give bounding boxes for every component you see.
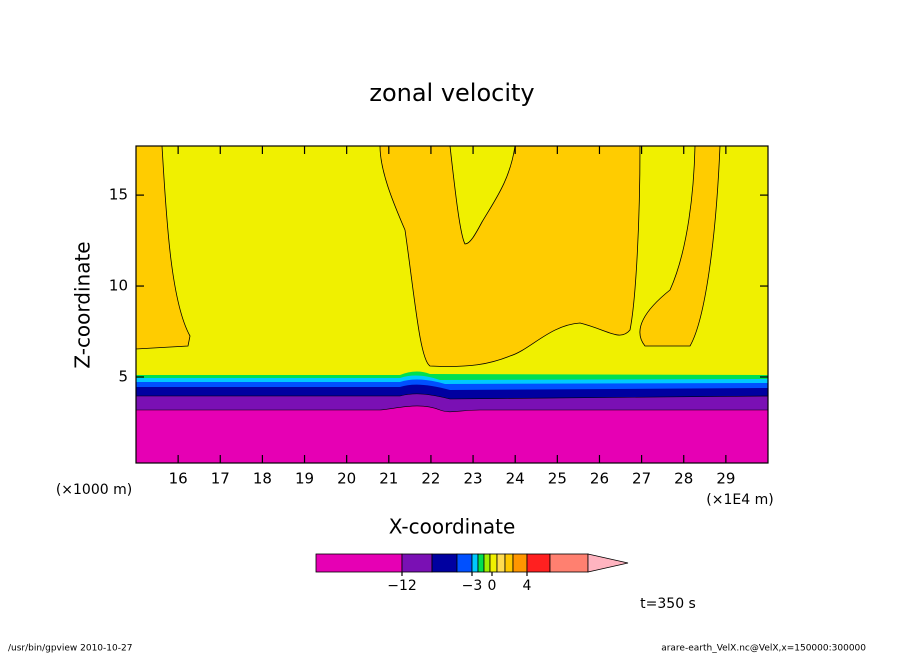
x-tick-label: 17 [211,470,230,488]
x-unit: (×1000 m) [56,482,132,498]
chart-title: zonal velocity [369,79,534,107]
colorbar-segment [496,553,506,573]
colorbar-segment [512,553,528,573]
x-tick-label: 21 [379,470,398,488]
y-tick-label: 10 [109,277,128,295]
y-tick-label: 5 [118,367,128,385]
colorbar-segment [489,553,498,573]
x-tick-label: 24 [506,470,525,488]
y-tick-label: 15 [109,186,128,204]
x-axis-label: X-coordinate [389,515,516,539]
x-tick-label: 18 [253,470,272,488]
colorbar-tick-label: −3 [462,578,483,594]
contour-field [135,145,769,464]
y-axis-label: Z-coordinate [71,241,95,368]
x-tick-label: 27 [632,470,651,488]
x-tick-label: 19 [295,470,314,488]
colorbar-segment [504,553,514,573]
x-unit: (×1E4 m) [706,492,773,508]
colorbar-tick-label: −12 [387,578,417,594]
footer: /usr/bin/gpview 2010-10-27 [8,644,132,654]
colorbar-segment [526,553,551,573]
x-tick-label: 22 [421,470,440,488]
colorbar-extension [587,553,629,573]
colorbar-segment [315,553,403,573]
x-tick-label: 26 [590,470,609,488]
colorbar-tick-label: 0 [488,578,497,594]
time-label: t=350 s [640,596,696,612]
region [135,405,769,464]
region [379,145,641,367]
colorbar-segment [477,553,485,573]
x-tick-label: 20 [337,470,356,488]
x-tick-label: 28 [674,470,693,488]
region [135,145,191,350]
x-tick-label: 16 [169,470,188,488]
x-tick-label: 23 [464,470,483,488]
region [449,145,516,245]
footer: arare-earth_VelX.nc@VelX,x=150000:300000 [661,644,866,654]
plot-frame [135,145,769,464]
x-tick-label: 25 [548,470,567,488]
colorbar-segment [471,553,479,573]
colorbar-tick-label: 4 [523,578,532,594]
colorbar-segment [431,553,458,573]
colorbar-segment [483,553,491,573]
colorbar-segment [549,553,589,573]
x-tick-label: 29 [716,470,735,488]
colorbar-segment [401,553,433,573]
region [639,145,721,347]
colorbar-segment [456,553,473,573]
